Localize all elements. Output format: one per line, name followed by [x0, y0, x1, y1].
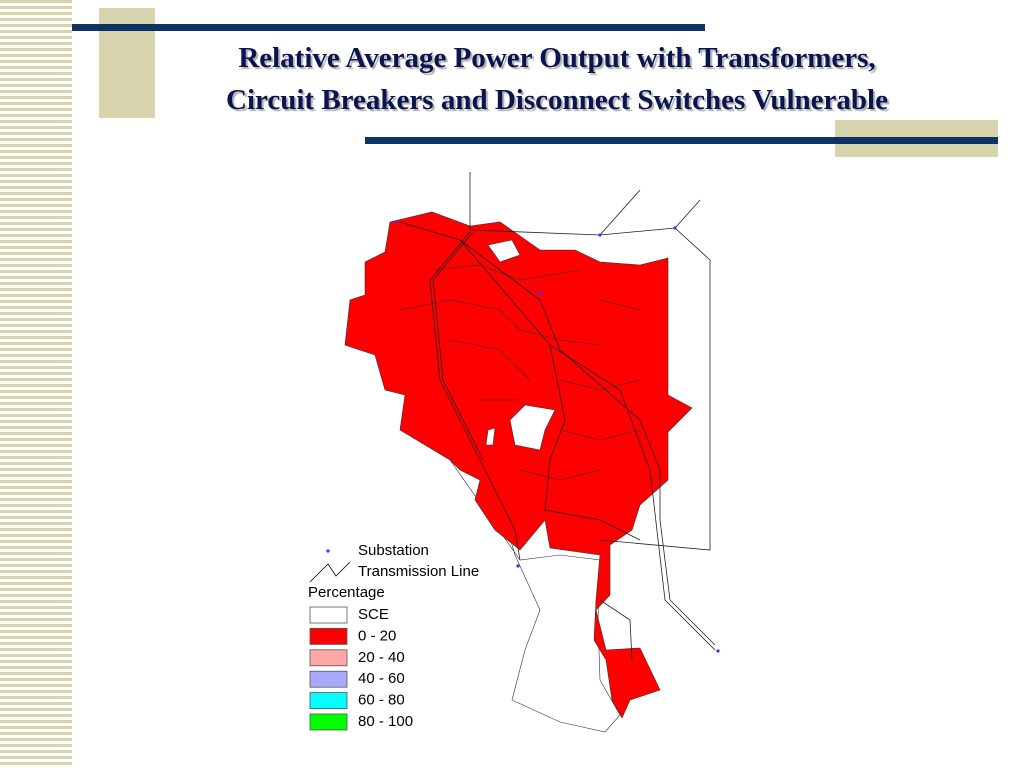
bottom-bar: [365, 137, 998, 144]
red-region: [344, 211, 693, 719]
district-borders: [399, 264, 641, 481]
legend-label: 40 - 60: [358, 670, 405, 687]
legend-swatch: [309, 713, 348, 731]
substation: [673, 226, 677, 230]
line-symbol: [309, 561, 351, 583]
title-line: Circuit Breakers and Disconnect Switches…: [226, 84, 888, 116]
legend-label: 20 - 40: [358, 649, 405, 666]
legend-swatch: [309, 628, 348, 645]
substations: [394, 220, 720, 653]
substation: [394, 220, 398, 224]
legend-label: 0 - 20: [358, 627, 396, 644]
substation: [598, 233, 602, 237]
legend-label: Transmission Line: [358, 563, 479, 580]
legend-swatch: [309, 606, 348, 624]
transmission-line: [432, 231, 641, 661]
map: [344, 211, 693, 733]
substation: [516, 564, 520, 568]
substation: [538, 291, 542, 295]
top-bar: [72, 24, 705, 31]
transmission-lines: [399, 172, 716, 661]
legend-label: 60 - 80: [358, 692, 405, 709]
legend-heading: Percentage: [308, 584, 385, 601]
substation-symbol: [326, 549, 330, 553]
legend-label: 80 - 100: [358, 713, 413, 730]
white-hole: [485, 239, 556, 451]
transmission-line: [429, 189, 716, 651]
title-line: Relative Average Power Output with Trans…: [238, 42, 876, 74]
legend-swatch: [309, 670, 348, 688]
legend: Substation Transmission Line Percentage …: [308, 542, 479, 731]
substation: [716, 649, 720, 653]
legend-label: Substation: [358, 542, 429, 559]
legend-label: SCE: [358, 606, 389, 623]
legend-swatch: [309, 649, 348, 667]
striped-margin: [0, 0, 72, 768]
legend-swatch: [309, 692, 348, 709]
